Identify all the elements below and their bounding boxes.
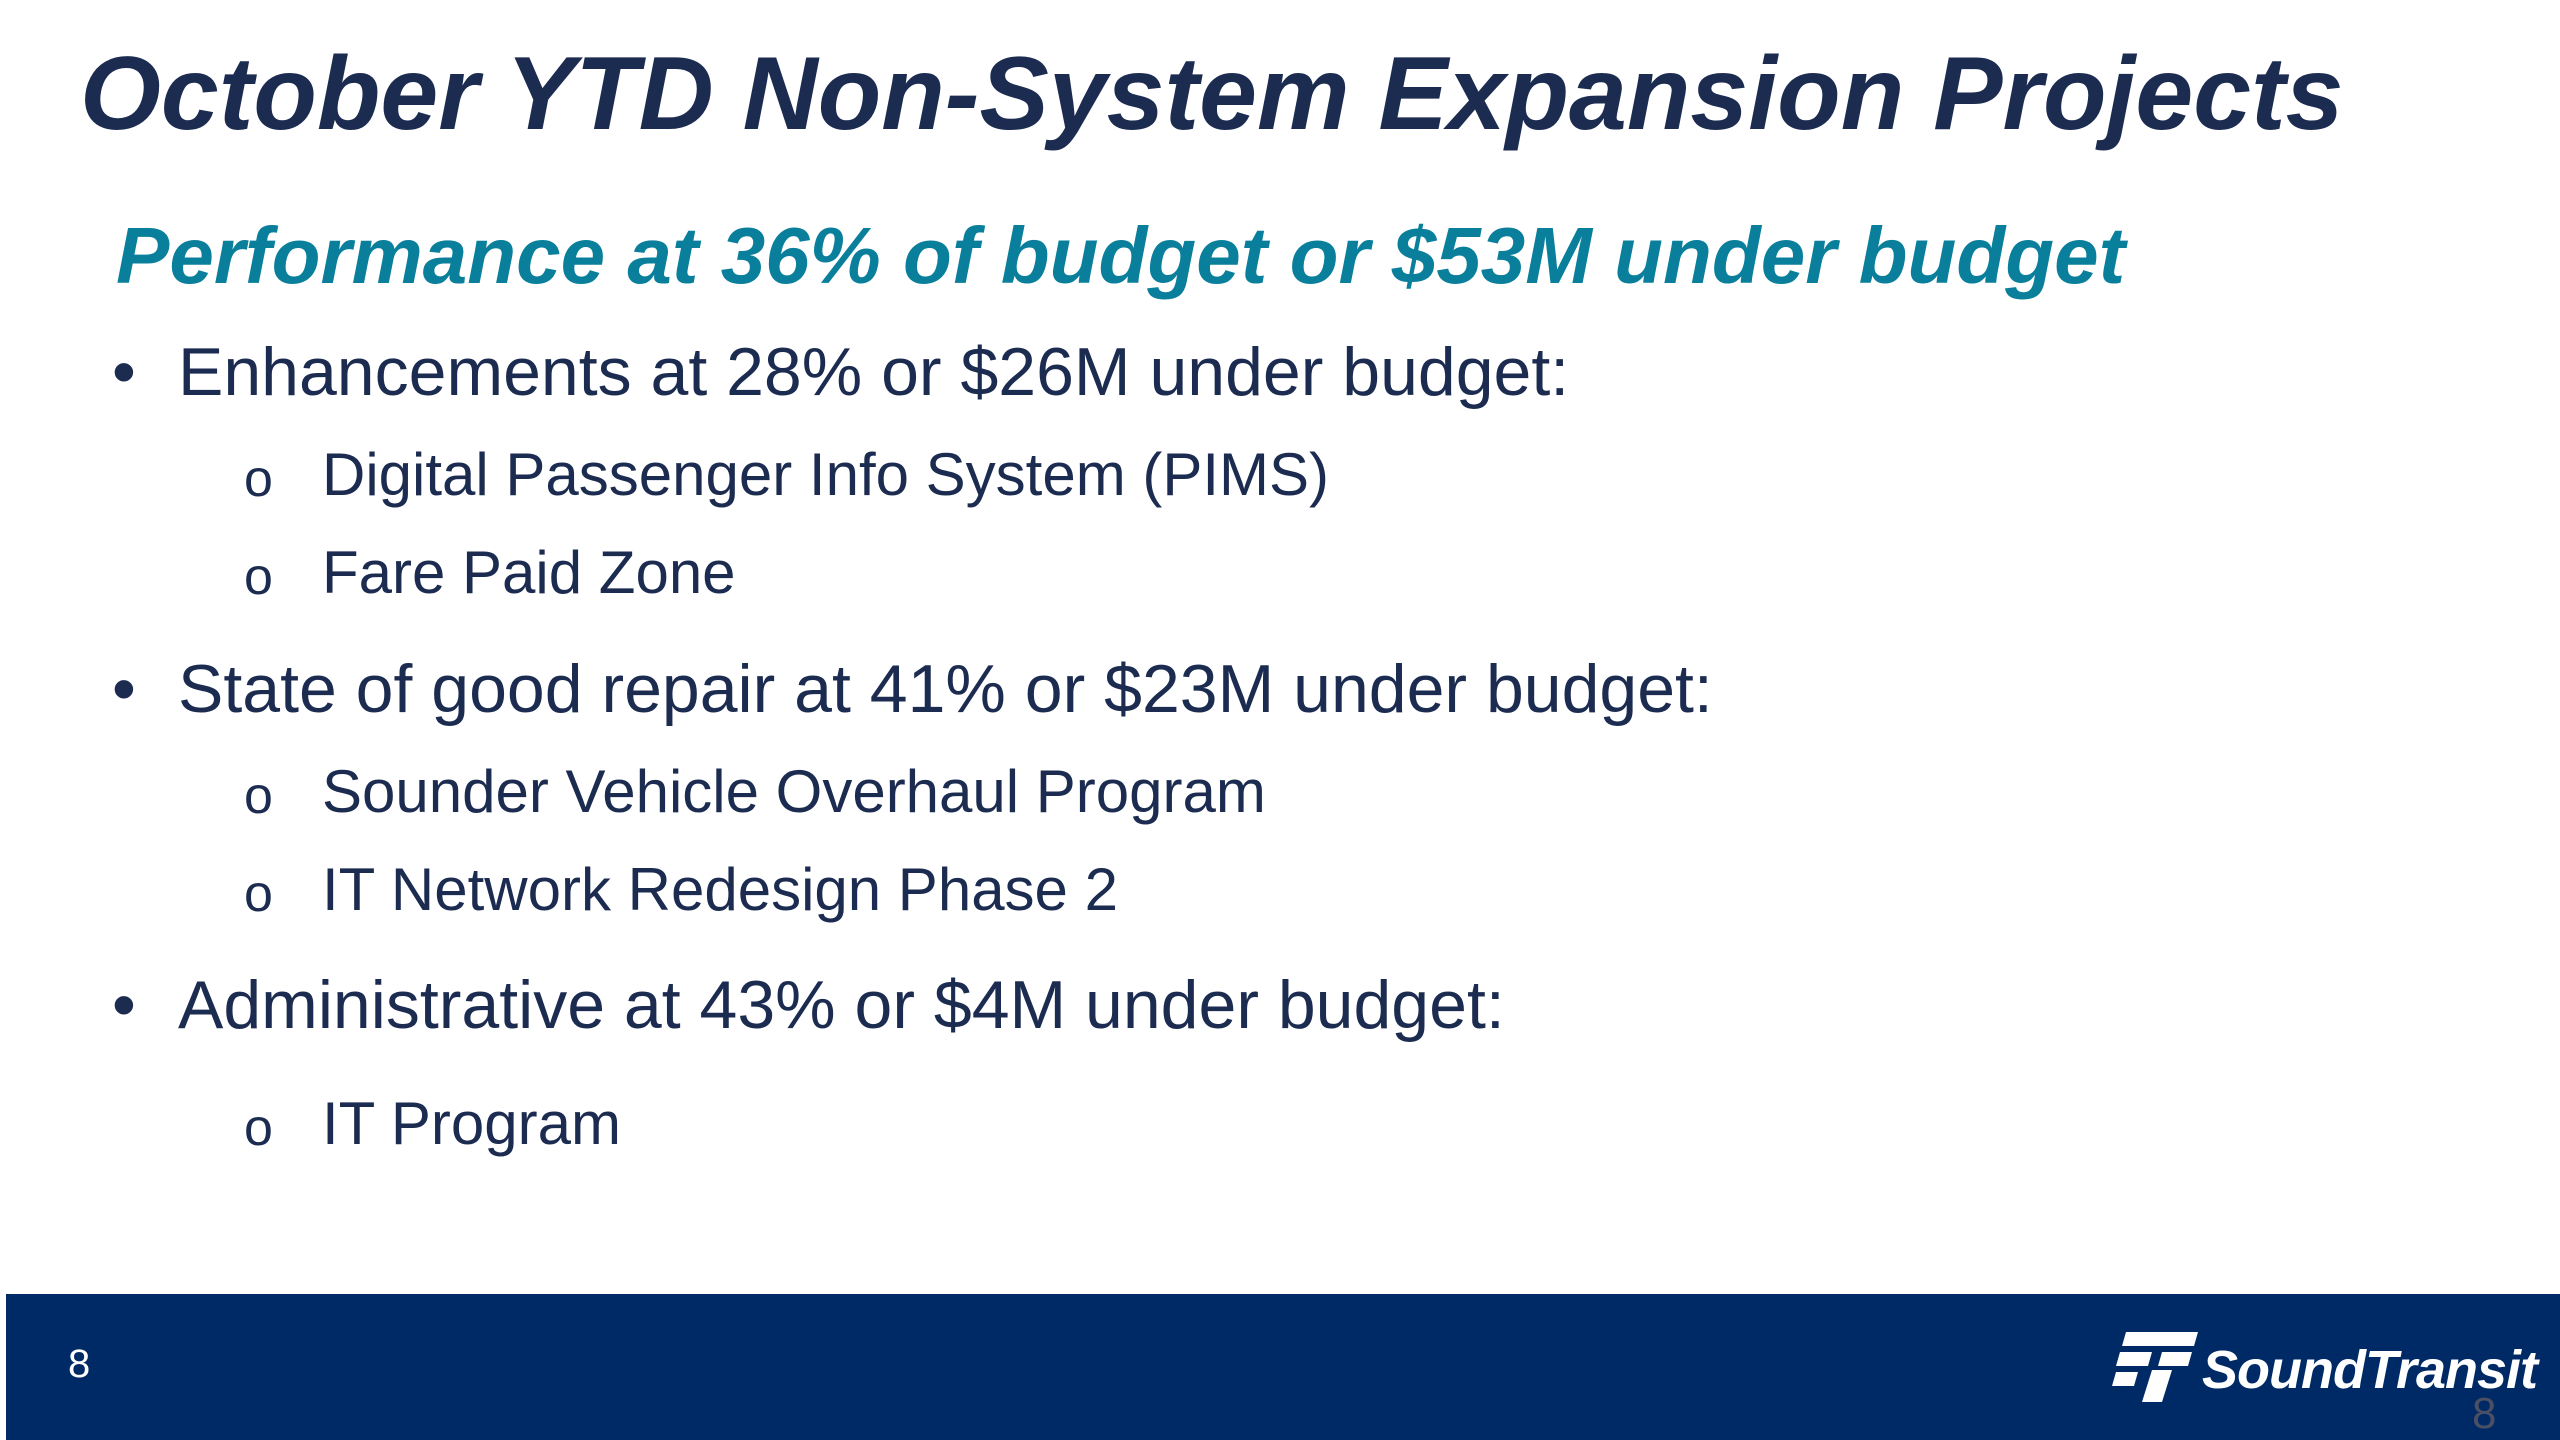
sound-transit-logo-icon [2112,1332,2198,1402]
sub-bullet-marker: o [244,548,273,606]
bullet-marker: • [112,334,136,410]
bullet-marker: • [112,967,136,1043]
sub-bullet-text: Fare Paid Zone [322,539,736,606]
page-number: 8 [68,1342,91,1386]
bullet-text: Administrative at 43% or $4M under budge… [178,967,1505,1043]
footer-bar: 8 SoundTransit 8 [6,1294,2560,1440]
sub-bullet-text: IT Program [322,1090,621,1157]
sub-bullet-text: Digital Passenger Info System (PIMS) [322,441,1330,508]
bullet-text: State of good repair at 41% or $23M unde… [178,651,1713,727]
sub-bullet-marker: o [244,450,273,508]
sound-transit-logo: SoundTransit [2112,1330,2538,1402]
sound-transit-logo-text: SoundTransit [2202,1340,2538,1400]
bullet-list: • Enhancements at 28% or $26M under budg… [112,334,1713,1157]
sub-bullet-text: Sounder Vehicle Overhaul Program [322,758,1266,825]
sub-bullet-marker: o [244,865,273,923]
bullet-marker: • [112,651,136,727]
bullet-text: Enhancements at 28% or $26M under budget… [178,334,1570,410]
faint-page-number: 8 [2472,1389,2497,1438]
sub-bullet-marker: o [244,767,273,825]
slide-subtitle: Performance at 36% of budget or $53M und… [116,211,2126,300]
slide-title: October YTD Non-System Expansion Project… [80,36,2344,152]
sub-bullet-text: IT Network Redesign Phase 2 [322,856,1118,923]
sub-bullet-marker: o [244,1099,273,1157]
